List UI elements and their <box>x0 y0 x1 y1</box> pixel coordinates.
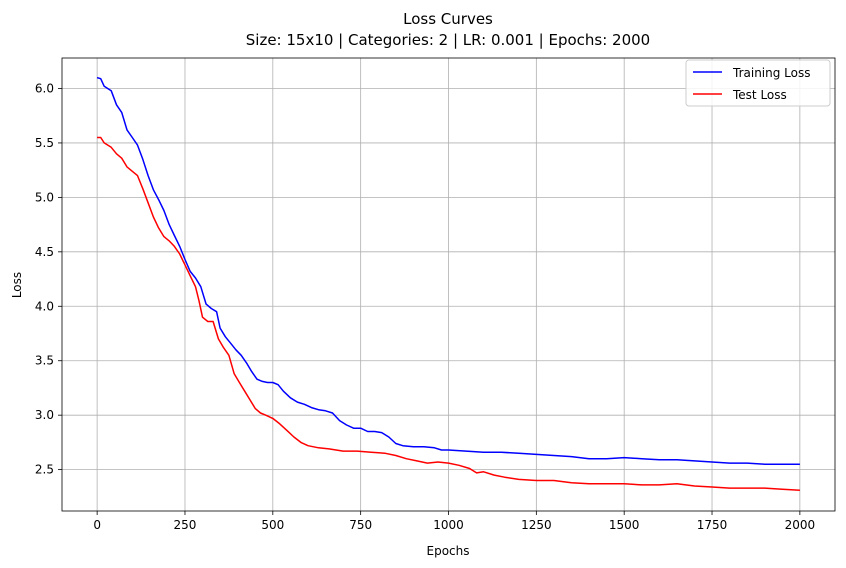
x-tick-label: 1500 <box>609 518 640 532</box>
x-tick-label: 1000 <box>433 518 464 532</box>
x-tick-label: 250 <box>174 518 197 532</box>
y-tick-label: 5.0 <box>35 190 54 204</box>
chart-title: Loss Curves <box>403 10 493 28</box>
y-tick-label: 4.5 <box>35 245 54 259</box>
x-tick-label: 1250 <box>521 518 552 532</box>
y-tick-label: 5.5 <box>35 136 54 150</box>
legend-label-training-loss: Training Loss <box>732 66 810 80</box>
x-tick-label: 1750 <box>697 518 728 532</box>
x-tick-label: 750 <box>349 518 372 532</box>
y-tick-label: 2.5 <box>35 463 54 477</box>
x-axis-label: Epochs <box>427 544 470 558</box>
y-tick-label: 3.0 <box>35 408 54 422</box>
plot-lines <box>96 76 800 492</box>
x-tick-label: 0 <box>93 518 101 532</box>
x-tick-label: 2000 <box>785 518 816 532</box>
y-axis-label: Loss <box>10 272 24 298</box>
y-tick-label: 3.5 <box>35 354 54 368</box>
axis-ticks: 0 250 500 750 1000 1250 1500 1750 2000 2.5 3.0 3.5 4… <box>35 81 815 532</box>
chart-subtitle: Size: 15x10 | Categories: 2 | LR: 0.001 … <box>246 31 650 49</box>
series-line-test-loss <box>97 136 800 492</box>
x-tick-label: 500 <box>261 518 284 532</box>
series-line-training-loss <box>96 76 800 465</box>
y-tick-label: 4.0 <box>35 299 54 313</box>
legend: Training Loss Test Loss <box>685 59 831 107</box>
grid <box>62 58 835 511</box>
y-tick-label: 6.0 <box>35 81 54 95</box>
legend-label-test-loss: Test Loss <box>732 88 787 102</box>
